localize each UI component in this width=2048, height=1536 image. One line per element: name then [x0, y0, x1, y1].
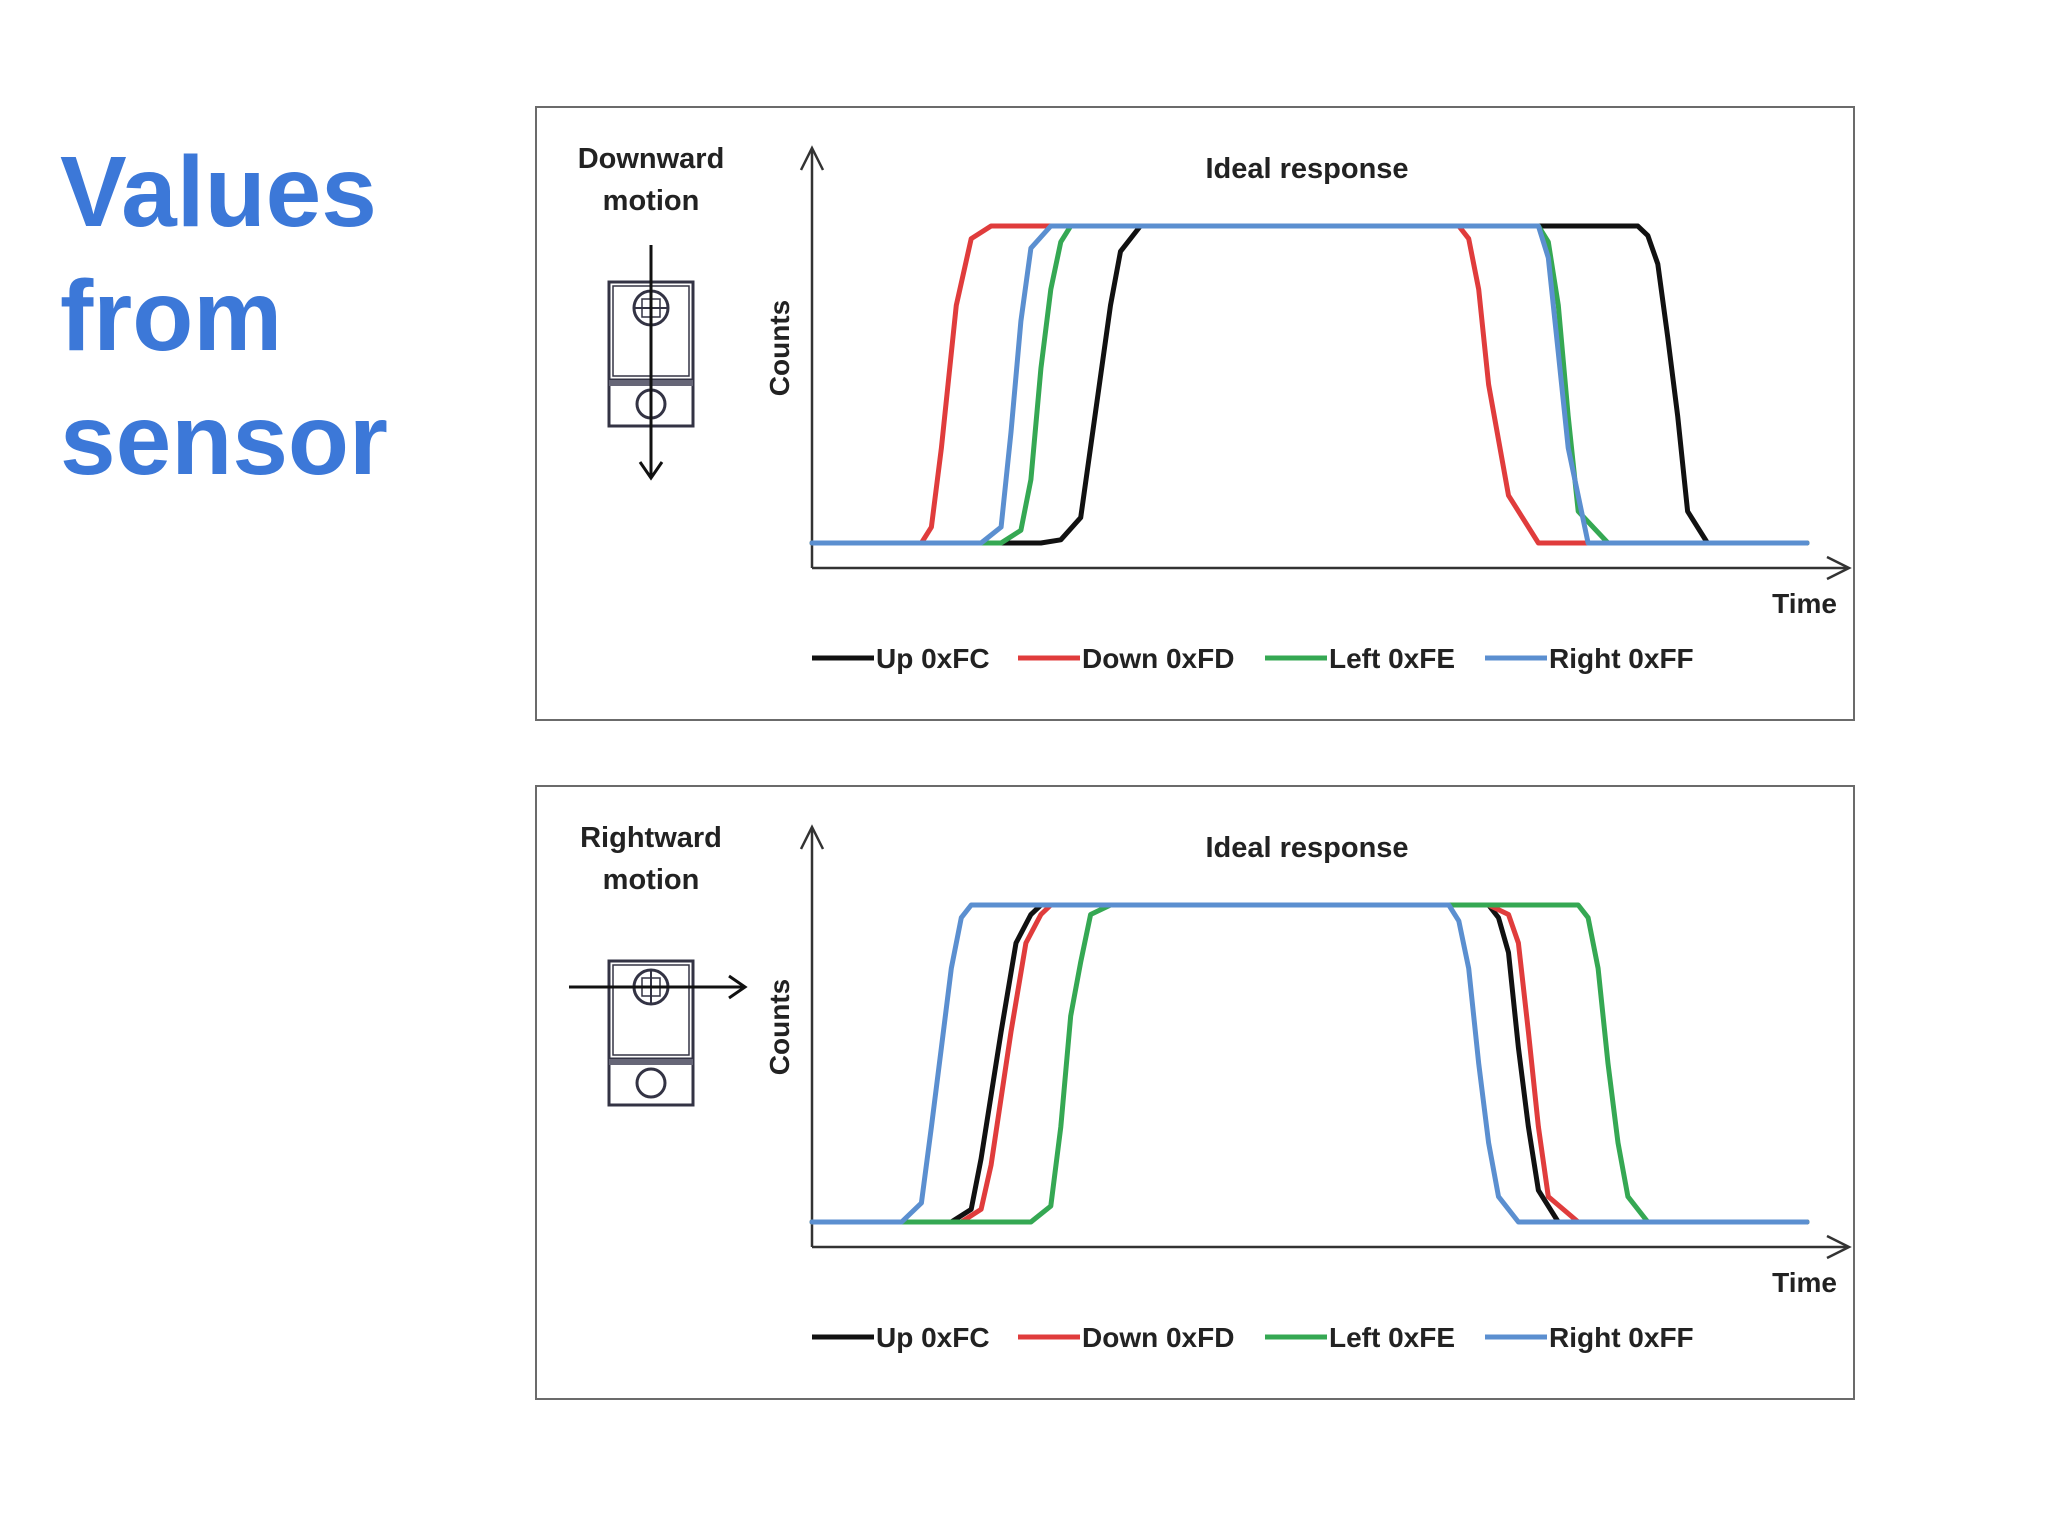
legend-item: Right 0xFF	[1485, 643, 1694, 674]
legend-item: Right 0xFF	[1485, 1322, 1694, 1353]
x-axis-arrow-icon	[1826, 555, 1852, 581]
legend-label: Up 0xFC	[876, 643, 990, 674]
legend-label: Right 0xFF	[1549, 643, 1694, 674]
series-line-up-0xfc	[809, 902, 1810, 1225]
legend-item: Down 0xFD	[1018, 1322, 1234, 1353]
legend-label: Down 0xFD	[1082, 1322, 1234, 1353]
legend-item: Up 0xFC	[812, 643, 990, 674]
sensor-diagram	[607, 245, 695, 481]
series-line-down-0xfd	[809, 902, 1810, 1225]
legend-item: Left 0xFE	[1265, 643, 1455, 674]
sensor-diagram	[569, 959, 748, 1107]
sensor-body-upper-inner	[612, 964, 690, 1056]
slide-title-line-2: from	[60, 260, 283, 372]
chart-title: Ideal response	[1205, 153, 1408, 185]
motion-arrow-down-icon	[638, 461, 664, 481]
motion-label-line-1: Rightward	[580, 822, 722, 854]
chart-title: Ideal response	[1205, 832, 1408, 864]
legend-label: Right 0xFF	[1549, 1322, 1694, 1353]
sensor-divider	[609, 1059, 693, 1065]
motion-label-line-1: Downward	[578, 143, 725, 175]
legend-label: Up 0xFC	[876, 1322, 990, 1353]
series-line-right-0xff	[809, 902, 1810, 1225]
slide-title-line-3: sensor	[60, 384, 388, 496]
legend-label: Left 0xFE	[1329, 643, 1455, 674]
legend-item: Left 0xFE	[1265, 1322, 1455, 1353]
series-line-left-0xfe	[809, 902, 1810, 1225]
rightward-motion-panel: Rightward motion Ideal response Time Counts U…	[535, 785, 1855, 1400]
legend-item: Down 0xFD	[1018, 643, 1234, 674]
y-axis-arrow-icon	[799, 824, 825, 850]
motion-arrow-right-icon	[728, 974, 748, 1000]
rightward-response-chart: Rightward motion Ideal response Time Counts U…	[569, 822, 1852, 1353]
slide-title-line-1: Values	[60, 136, 377, 248]
y-axis-label: Counts	[764, 979, 795, 1075]
motion-label-line-2: motion	[603, 864, 700, 896]
x-axis-label: Time	[1772, 1267, 1837, 1298]
series-line-up-0xfc	[809, 223, 1810, 546]
legend-label: Down 0xFD	[1082, 643, 1234, 674]
downward-response-chart: Downward motion Ideal response Time Counts Up…	[578, 143, 1852, 674]
y-axis-label: Counts	[764, 300, 795, 396]
legend-label: Left 0xFE	[1329, 1322, 1455, 1353]
slide-title: Values from sensor	[60, 130, 388, 502]
led-icon	[635, 1067, 667, 1099]
y-axis-arrow-icon	[799, 145, 825, 171]
x-axis-label: Time	[1772, 588, 1837, 619]
series-line-right-0xff	[809, 223, 1810, 546]
x-axis-arrow-icon	[1826, 1234, 1852, 1260]
downward-motion-panel: Downward motion Ideal response Time Counts Up…	[535, 106, 1855, 721]
legend-item: Up 0xFC	[812, 1322, 990, 1353]
motion-label-line-2: motion	[603, 185, 700, 217]
